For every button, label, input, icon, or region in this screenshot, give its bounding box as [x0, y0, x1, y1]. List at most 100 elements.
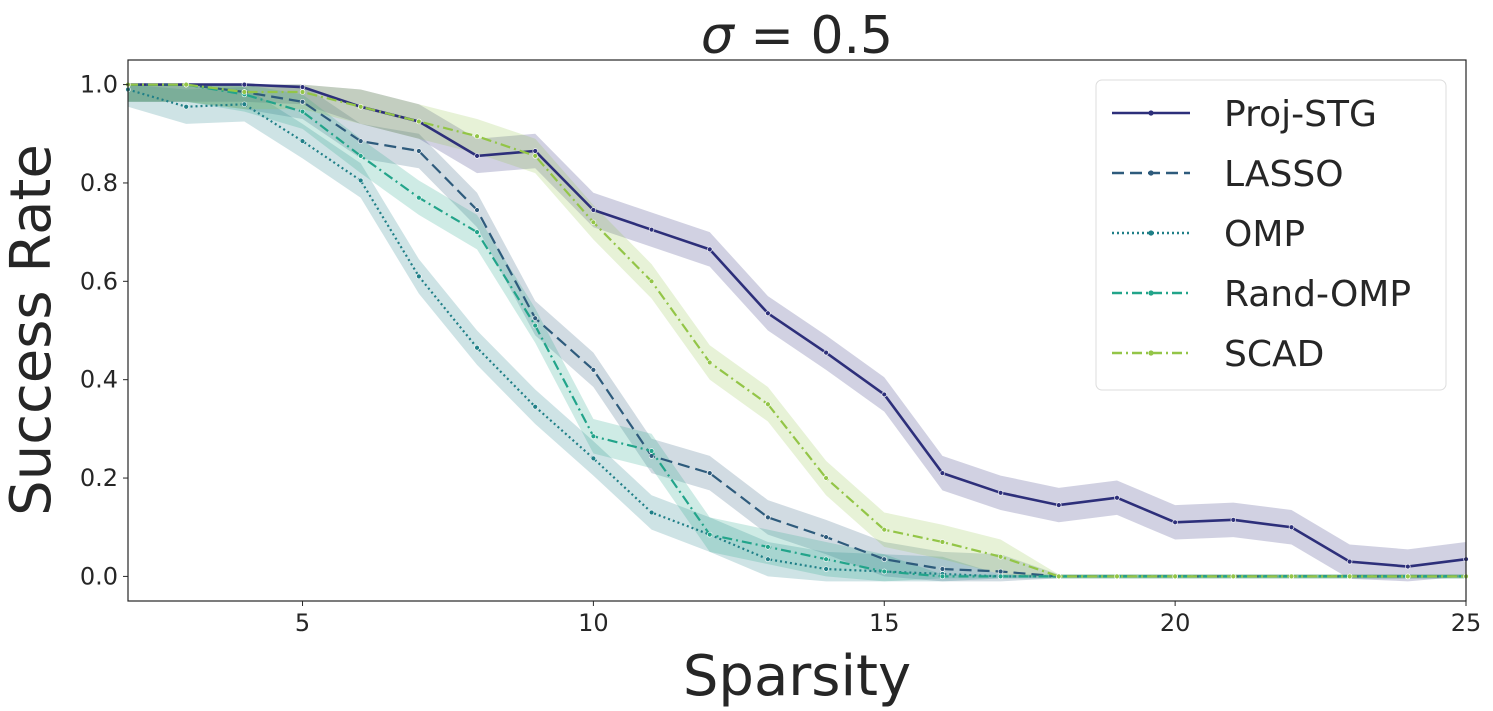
legend-label-scad: SCAD	[1224, 334, 1324, 375]
axis-ticks: 5 10 15 20 25 0.0 0.2 0.4 0.6 0.8 1.0	[80, 71, 1481, 637]
point-proj-stg	[1346, 558, 1353, 565]
point-scad	[939, 539, 946, 545]
point-scad	[474, 133, 480, 139]
point-lasso	[765, 514, 771, 521]
point-scad	[823, 475, 829, 481]
point-proj-stg	[1288, 524, 1295, 530]
point-lasso	[299, 99, 306, 105]
plot-frame	[127, 59, 1467, 602]
point-scad	[357, 104, 364, 110]
point-rand-omp	[474, 229, 480, 235]
series-line-lasso	[128, 83, 1466, 578]
x-tick-label: 5	[295, 609, 310, 637]
y-axis-label: Success Rate	[0, 144, 64, 516]
legend-item-rand-omp: Rand-OMP	[1112, 274, 1411, 315]
point-scad	[416, 118, 422, 125]
point-scad	[532, 153, 538, 159]
legend-marker-proj-stg	[1148, 110, 1154, 116]
point-rand-omp	[590, 433, 597, 439]
chart-title-symbol: σ	[701, 6, 736, 66]
point-scad	[765, 401, 771, 407]
point-scad	[707, 359, 713, 366]
point-proj-stg	[939, 470, 946, 476]
y-tick-label: 0.8	[80, 169, 118, 197]
legend-box	[1095, 79, 1447, 391]
point-lasso	[823, 534, 829, 540]
series-line-omp	[127, 88, 1466, 578]
x-axis-label: Sparsity	[683, 644, 911, 709]
point-scad	[183, 81, 189, 88]
point-omp	[299, 138, 306, 144]
y-tick-label: 0.2	[80, 464, 118, 492]
x-tick-label: 25	[1451, 609, 1482, 637]
legend-label-proj-stg: Proj-STG	[1224, 94, 1377, 135]
point-lasso	[707, 470, 713, 476]
point-scad	[590, 219, 597, 226]
legend-label-lasso: LASSO	[1224, 154, 1344, 195]
chart-title: σ = 0.5	[701, 6, 893, 66]
legend-label-rand-omp: Rand-OMP	[1224, 274, 1411, 315]
point-lasso	[590, 367, 597, 373]
y-tick-label: 1.0	[80, 71, 118, 99]
y-tick-label: 0.4	[80, 366, 118, 394]
point-proj-stg	[590, 207, 597, 213]
band-rand-omp	[128, 84, 1466, 582]
point-lasso	[474, 207, 480, 213]
legend-marker-rand-omp	[1148, 290, 1154, 296]
legend-item-scad: SCAD	[1112, 334, 1324, 375]
point-proj-stg	[1230, 517, 1237, 523]
point-scad	[1288, 573, 1295, 580]
point-rand-omp	[357, 153, 364, 159]
point-omp	[183, 104, 189, 110]
point-proj-stg	[997, 490, 1004, 496]
x-tick-label: 10	[578, 609, 609, 637]
legend-label-omp: OMP	[1224, 214, 1305, 255]
point-omp	[474, 345, 480, 351]
point-omp	[590, 455, 597, 462]
point-rand-omp	[299, 108, 306, 115]
point-rand-omp	[823, 556, 829, 562]
point-rand-omp	[416, 195, 422, 201]
legend-item-lasso: LASSO	[1112, 154, 1344, 195]
point-scad	[241, 89, 248, 95]
point-proj-stg	[474, 153, 480, 159]
point-omp	[648, 509, 655, 516]
point-scad	[1346, 573, 1353, 580]
legend-marker-scad	[1148, 350, 1154, 356]
point-proj-stg	[1405, 563, 1411, 570]
point-rand-omp	[765, 544, 771, 550]
point-rand-omp	[881, 568, 887, 575]
point-scad	[648, 278, 655, 285]
legend-item-omp: OMP	[1112, 214, 1305, 255]
point-lasso	[357, 138, 364, 144]
legend-marker-omp	[1148, 230, 1154, 236]
point-rand-omp	[532, 322, 538, 329]
legend-marker-lasso	[1148, 170, 1154, 176]
point-lasso	[532, 315, 538, 321]
band-lasso	[128, 84, 1466, 582]
point-proj-stg	[648, 226, 655, 233]
point-proj-stg	[1056, 502, 1062, 508]
point-proj-stg	[881, 391, 887, 398]
point-proj-stg	[1172, 519, 1178, 526]
point-scad	[1114, 573, 1120, 580]
point-lasso	[997, 568, 1004, 575]
point-scad	[881, 526, 887, 533]
point-omp	[416, 273, 422, 280]
point-rand-omp	[997, 573, 1004, 580]
point-scad	[1230, 573, 1237, 580]
point-omp	[357, 177, 364, 184]
legend: Proj-STG LASSO OMP Rand-OMP SCAD	[1095, 79, 1447, 391]
point-proj-stg	[765, 310, 771, 316]
point-proj-stg	[299, 84, 306, 90]
point-omp	[241, 101, 248, 107]
point-scad	[997, 554, 1004, 560]
point-scad	[1172, 573, 1178, 580]
y-tick-label: 0.0	[80, 562, 118, 590]
point-rand-omp	[648, 448, 655, 454]
point-lasso	[939, 566, 946, 572]
series-lines	[125, 81, 1469, 580]
point-lasso	[881, 556, 887, 562]
x-tick-label: 20	[1160, 609, 1191, 637]
